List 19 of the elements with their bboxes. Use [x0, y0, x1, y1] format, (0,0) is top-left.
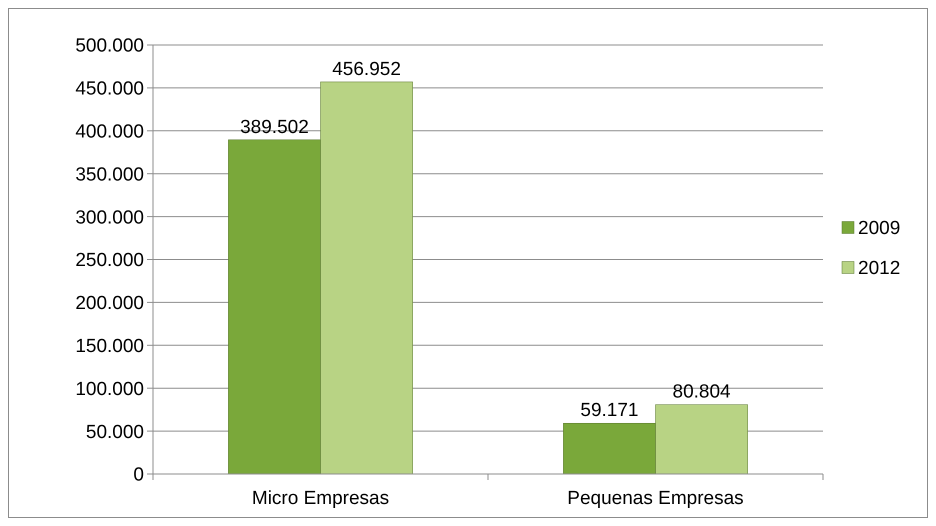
y-tick-label: 50.000: [86, 422, 144, 443]
y-tick-label: 200.000: [75, 293, 144, 314]
y-tick-label: 150.000: [75, 336, 144, 357]
data-label: 456.952: [332, 58, 401, 80]
legend-label: 2012: [858, 258, 900, 280]
y-tick-label: 450.000: [75, 78, 144, 100]
y-tick-label: 0: [133, 464, 144, 486]
data-label: 389.502: [240, 116, 309, 138]
x-tick-label: Pequenas Empresas: [567, 488, 744, 509]
y-tick-label: 350.000: [75, 164, 144, 186]
x-tick-label: Micro Empresas: [252, 488, 390, 509]
y-tick-label: 400.000: [75, 121, 144, 142]
data-label: 80.804: [672, 382, 732, 403]
legend-label: 2009: [858, 218, 900, 240]
data-label: 59.171: [580, 400, 638, 422]
y-tick-label: 500.000: [75, 36, 144, 57]
y-tick-label: 250.000: [75, 250, 144, 272]
y-tick-label: 100.000: [75, 378, 144, 400]
y-tick-label: 300.000: [75, 207, 144, 228]
